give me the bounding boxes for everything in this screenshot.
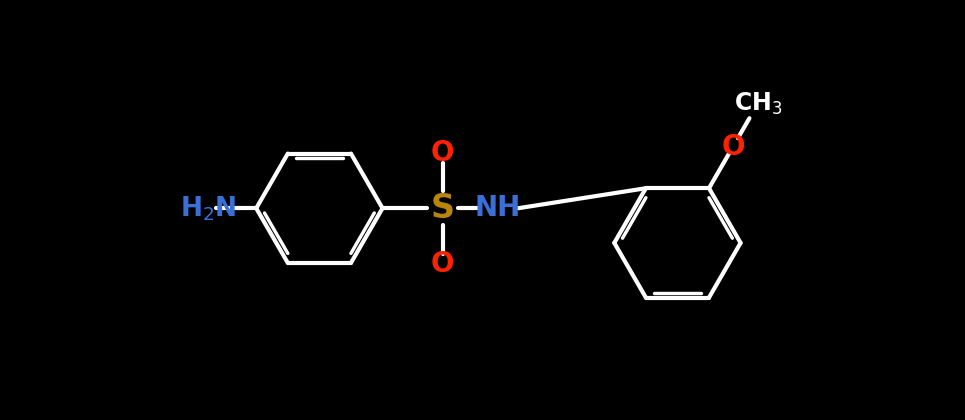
Text: H$_2$N: H$_2$N	[180, 194, 236, 223]
Text: NH: NH	[475, 194, 521, 222]
Text: O: O	[430, 249, 455, 278]
Text: CH$_3$: CH$_3$	[733, 90, 783, 117]
Text: O: O	[430, 139, 455, 167]
Text: S: S	[430, 192, 455, 225]
Text: O: O	[721, 133, 745, 161]
